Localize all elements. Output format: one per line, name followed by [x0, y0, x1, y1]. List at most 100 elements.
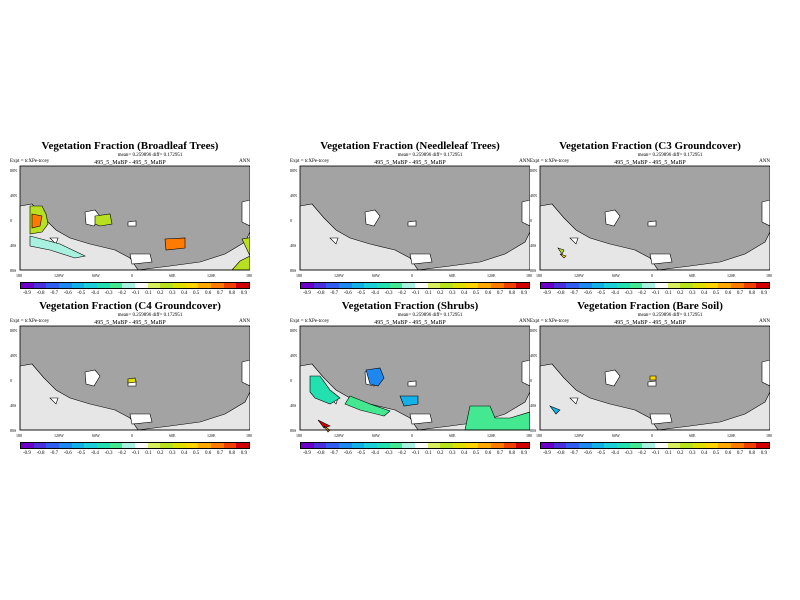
panel-title: Vegetation Fraction (C3 Groundcover): [559, 140, 741, 152]
longitude-tick-label: 0: [131, 433, 133, 438]
colorbar: [540, 442, 770, 449]
colorbar-tick-label: -0.6: [63, 451, 72, 456]
latitude-tick-label: 80S: [10, 268, 17, 273]
colorbar-tick-label: 0.6: [724, 291, 732, 296]
longitude-tick-label: 180: [526, 273, 532, 278]
latitude-tick-label: 40S: [10, 243, 17, 248]
colorbar-segment: [503, 443, 517, 448]
colorbar-segment: [301, 443, 314, 448]
colorbar-tick-label: 0.3: [169, 451, 176, 456]
longitude-tick-label: 120E: [487, 433, 496, 438]
land-region: [407, 220, 417, 227]
colorbar-segment: [705, 443, 719, 448]
land-region: [241, 359, 250, 387]
map-frame: [299, 165, 530, 271]
anomaly-region: [344, 395, 391, 417]
colorbar-tick-label: 0.9: [240, 291, 247, 296]
panel-title: Vegetation Fraction (C4 Groundcover): [39, 300, 221, 312]
land-region: [649, 253, 673, 265]
colorbar-tick-label: 0.5: [473, 291, 480, 296]
colorbar-tick-label: -0.2: [398, 291, 407, 296]
colorbar-tick-label: 0.9: [520, 451, 527, 456]
longitude-tick-label: 60E: [169, 273, 176, 278]
land-region: [409, 253, 433, 265]
colorbar-tick-label: -0.9: [543, 451, 551, 456]
colorbar-tick-label: 0.1: [665, 451, 672, 456]
colorbar-segment: [364, 283, 378, 288]
colorbar-tick-label: 0.5: [713, 451, 720, 456]
colorbar-tick-label: 0.4: [461, 451, 468, 456]
colorbar-segment: [478, 443, 492, 448]
longitude-tick-label: 120E: [727, 433, 736, 438]
anomaly-region: [557, 247, 565, 255]
map-panel-shrubs: Vegetation Fraction (Shrubs) mean= 0.2598…: [290, 300, 532, 470]
colorbar-tick-label: -0.4: [610, 291, 619, 296]
latitude-tick-label: 80N: [290, 168, 297, 173]
colorbar-segment: [351, 283, 365, 288]
map-panel-needleleaf-trees: Vegetation Fraction (Needleleaf Trees) me…: [290, 140, 532, 310]
latitude-tick-label: 0: [290, 378, 292, 383]
anomaly-region: [164, 237, 186, 251]
longitude-tick-label: 0: [411, 433, 413, 438]
colorbar-tick-label: 0.3: [689, 291, 696, 296]
colorbar-segment: [33, 283, 47, 288]
longitude-tick-label: 60E: [449, 273, 456, 278]
colorbar-tick-label: 0.6: [204, 291, 212, 296]
longitude-tick-label: 180: [536, 273, 542, 278]
colorbar-tick-label: -0.1: [651, 291, 660, 296]
map-frame: [19, 165, 250, 271]
land-region: [417, 231, 530, 271]
colorbar-segment: [503, 283, 517, 288]
colorbar-segment: [591, 283, 605, 288]
panel-title: Vegetation Fraction (Bare Soil): [577, 300, 723, 312]
panel-season-label: ANN: [519, 159, 530, 164]
colorbar-segment: [743, 283, 757, 288]
land-region: [649, 413, 673, 425]
land-region: [657, 231, 770, 271]
colorbar-segment: [185, 443, 199, 448]
panel-run-label: 495_5_MaBP - 495_5_MaBP: [374, 160, 446, 166]
colorbar-segment: [71, 283, 85, 288]
longitude-tick-label: 180: [246, 433, 252, 438]
colorbar-tick-label: 0.7: [496, 451, 504, 456]
panel-title: Vegetation Fraction (Needleleaf Trees): [320, 140, 500, 152]
colorbar-segment: [440, 443, 454, 448]
colorbar-segment: [122, 283, 136, 288]
colorbar-tick-label: 0.2: [437, 451, 444, 456]
colorbar-segment: [465, 283, 479, 288]
colorbar-segment: [33, 443, 47, 448]
colorbar-segment: [339, 443, 352, 448]
longitude-tick-label: 120E: [207, 433, 216, 438]
panel-title: Vegetation Fraction (Shrubs): [341, 300, 479, 312]
colorbar-tick-label: 0.3: [169, 291, 176, 296]
colorbar-tick-label: -0.4: [90, 451, 99, 456]
colorbar-tick-label: -0.3: [104, 291, 113, 296]
longitude-tick-label: 120W: [334, 273, 344, 278]
colorbar-segment: [591, 443, 605, 448]
colorbar-segment: [465, 443, 479, 448]
land-region: [49, 237, 59, 245]
colorbar-tick-label: 0.4: [181, 451, 188, 456]
colorbar-tick-label: -0.8: [556, 291, 565, 296]
longitude-tick-label: 180: [16, 433, 22, 438]
latitude-tick-label: 80S: [530, 268, 537, 273]
colorbar-tick-label: 0.1: [145, 291, 152, 296]
colorbar-tick-label: -0.6: [343, 291, 352, 296]
colorbar-segment: [427, 283, 441, 288]
colorbar-tick-label: -0.2: [638, 291, 647, 296]
longitude-tick-label: 60E: [689, 433, 696, 438]
colorbar-tick-label: -0.6: [583, 451, 592, 456]
anomaly-region: [29, 235, 86, 259]
colorbar-tick-label: 0.8: [748, 291, 756, 296]
latitude-tick-label: 80N: [10, 328, 17, 333]
colorbar-tick-label: -0.3: [624, 291, 633, 296]
colorbar-tick-label: -0.8: [556, 451, 565, 456]
colorbar-segment: [566, 443, 580, 448]
colorbar-tick-label: 0.1: [665, 291, 672, 296]
colorbar-segment: [667, 443, 681, 448]
colorbar-tick-label: 0.6: [484, 451, 492, 456]
colorbar-segment: [84, 443, 98, 448]
latitude-tick-label: 80N: [530, 168, 537, 173]
colorbar-segment: [453, 443, 466, 448]
map-plot: [299, 165, 530, 271]
